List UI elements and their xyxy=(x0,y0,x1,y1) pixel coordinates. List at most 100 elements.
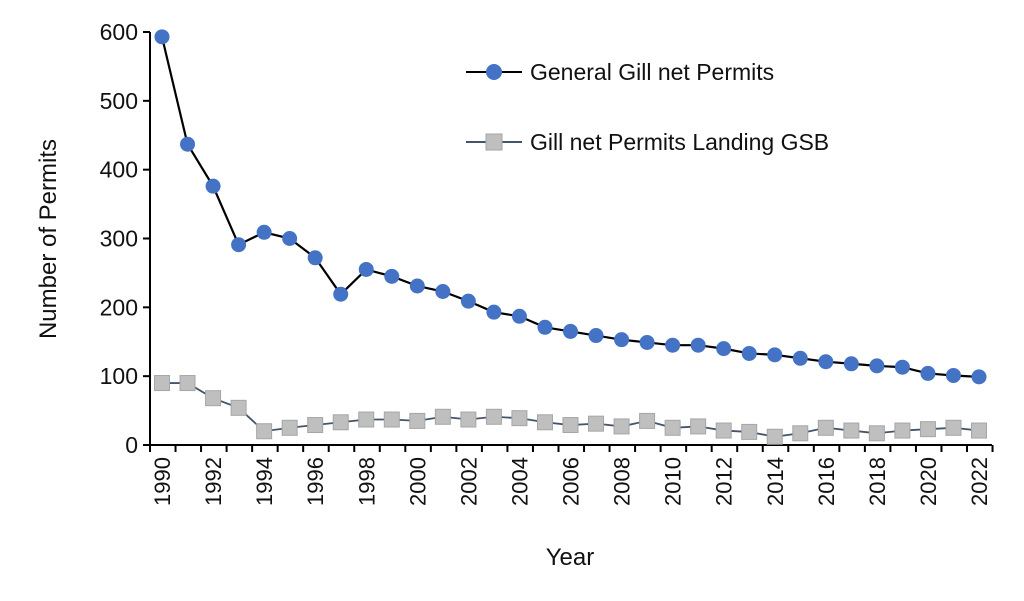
data-point-circle xyxy=(792,350,808,366)
x-tick-label: 2010 xyxy=(661,457,686,506)
data-point-square xyxy=(792,425,809,442)
data-point-square xyxy=(613,418,630,435)
data-point-square xyxy=(307,417,324,434)
data-point-square xyxy=(256,423,273,440)
x-tick-label: 2008 xyxy=(610,457,635,506)
data-point-circle xyxy=(180,136,196,152)
data-point-circle xyxy=(818,354,834,370)
data-point-circle xyxy=(716,341,732,357)
data-point-square xyxy=(588,415,605,432)
data-point-circle xyxy=(205,178,221,194)
data-point-circle xyxy=(256,224,272,240)
data-point-square xyxy=(690,418,707,435)
data-point-circle xyxy=(894,359,910,375)
data-point-square xyxy=(971,422,987,439)
data-point-square xyxy=(511,410,528,427)
x-tick-label: 2004 xyxy=(507,457,532,506)
data-point-square xyxy=(154,375,170,392)
legend-marker-circle xyxy=(486,64,502,80)
data-point-circle xyxy=(690,337,706,353)
y-tick-label: 200 xyxy=(100,294,138,320)
data-point-square xyxy=(205,390,222,407)
data-point-circle xyxy=(358,261,374,277)
data-point-square xyxy=(664,419,681,436)
y-axis-label: Number of Permits xyxy=(35,139,62,339)
data-point-circle xyxy=(307,250,323,266)
x-tick-label: 1990 xyxy=(150,457,175,506)
x-tick-label: 2022 xyxy=(967,457,992,506)
x-tick-label: 2020 xyxy=(916,457,941,506)
data-point-circle xyxy=(154,29,170,45)
data-point-square xyxy=(281,419,298,436)
data-point-square xyxy=(868,425,885,442)
data-point-square xyxy=(485,408,502,425)
data-point-square xyxy=(562,417,579,434)
legend-label: Gill net Permits Landing GSB xyxy=(530,129,829,155)
data-point-circle xyxy=(920,365,936,381)
data-point-square xyxy=(639,412,656,429)
data-point-circle xyxy=(971,369,987,385)
data-point-square xyxy=(179,375,196,392)
x-axis-label: Year xyxy=(546,544,595,571)
data-point-square xyxy=(383,411,400,428)
series-group xyxy=(154,29,987,445)
data-point-circle xyxy=(843,356,859,372)
data-point-square xyxy=(536,414,553,431)
data-point-circle xyxy=(741,345,757,361)
x-tick-label: 2002 xyxy=(456,457,481,506)
data-point-square xyxy=(715,422,732,439)
data-point-circle xyxy=(614,332,630,348)
data-point-circle xyxy=(767,347,783,363)
x-tick-label: 1992 xyxy=(201,457,226,506)
data-point-circle xyxy=(665,337,681,353)
axes: 0 100 200 300 400 500 600 1990 1992 1994 1996 1998 2… xyxy=(100,19,994,506)
data-point-circle xyxy=(409,278,425,294)
data-point-square xyxy=(460,411,477,428)
x-tick-label: 1994 xyxy=(252,457,277,506)
data-point-square xyxy=(817,419,834,436)
y-tick-label: 600 xyxy=(100,19,138,45)
data-point-circle xyxy=(231,237,247,253)
x-tick-label: 2016 xyxy=(814,457,839,506)
data-point-circle xyxy=(945,367,961,383)
data-point-circle xyxy=(486,304,502,320)
x-tick-label: 2014 xyxy=(763,457,788,506)
data-point-square xyxy=(894,422,911,439)
data-point-circle xyxy=(869,358,885,374)
y-tick-label: 100 xyxy=(100,363,138,389)
data-point-square xyxy=(843,422,860,439)
data-point-square xyxy=(332,414,349,431)
data-point-square xyxy=(766,428,783,445)
data-point-circle xyxy=(563,323,578,339)
data-point-circle xyxy=(639,334,655,350)
legend: General Gill net Permits Gill net Permits… xyxy=(466,59,829,155)
y-tick-label: 500 xyxy=(100,88,138,114)
data-point-circle xyxy=(384,268,400,284)
data-point-circle xyxy=(435,284,451,300)
data-point-square xyxy=(741,423,758,440)
data-point-circle xyxy=(282,231,298,246)
data-point-square xyxy=(945,419,962,436)
legend-marker-square xyxy=(485,133,503,151)
x-tick-label: 1996 xyxy=(303,457,328,506)
legend-label: General Gill net Permits xyxy=(530,59,774,85)
y-tick-label: 0 xyxy=(125,432,138,458)
x-tick-label: 2012 xyxy=(712,457,737,506)
data-point-circle xyxy=(333,286,349,302)
data-point-square xyxy=(919,421,936,438)
x-tick-label: 2018 xyxy=(865,457,890,506)
x-tick-label: 1998 xyxy=(354,457,379,506)
data-point-circle xyxy=(460,293,476,309)
y-tick-label: 300 xyxy=(100,226,138,252)
y-tick-label: 400 xyxy=(100,157,138,183)
data-point-square xyxy=(434,408,451,425)
x-tick-label: 2000 xyxy=(405,457,430,506)
data-point-square xyxy=(230,399,247,416)
data-point-circle xyxy=(588,328,604,344)
x-tick-label: 2006 xyxy=(559,457,584,506)
data-point-circle xyxy=(537,319,553,335)
data-point-square xyxy=(358,411,375,428)
data-point-circle xyxy=(511,308,527,324)
data-point-square xyxy=(409,412,426,429)
